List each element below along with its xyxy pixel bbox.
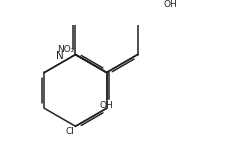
Text: Cl: Cl [66,127,75,136]
Text: N: N [56,51,64,61]
Text: OH: OH [100,101,114,110]
Text: NO₂: NO₂ [57,45,75,54]
Text: OH: OH [163,0,177,9]
